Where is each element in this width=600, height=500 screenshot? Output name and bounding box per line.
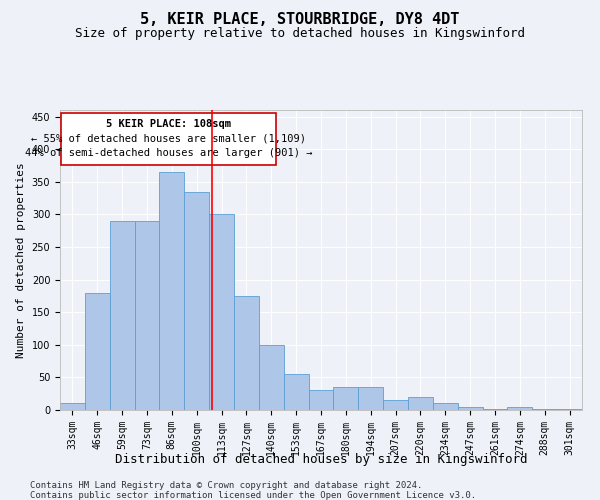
Bar — [284, 374, 308, 410]
Bar — [508, 406, 532, 410]
Bar — [383, 400, 408, 410]
Bar — [308, 390, 334, 410]
Bar — [85, 292, 110, 410]
Y-axis label: Number of detached properties: Number of detached properties — [16, 162, 26, 358]
Bar — [557, 408, 582, 410]
Text: 44% of semi-detached houses are larger (901) →: 44% of semi-detached houses are larger (… — [25, 148, 313, 158]
Text: 5, KEIR PLACE, STOURBRIDGE, DY8 4DT: 5, KEIR PLACE, STOURBRIDGE, DY8 4DT — [140, 12, 460, 28]
Bar — [184, 192, 209, 410]
Text: Size of property relative to detached houses in Kingswinford: Size of property relative to detached ho… — [75, 28, 525, 40]
Bar — [358, 387, 383, 410]
Bar — [532, 408, 557, 410]
Bar — [259, 345, 284, 410]
Text: Distribution of detached houses by size in Kingswinford: Distribution of detached houses by size … — [115, 452, 527, 466]
Bar — [408, 397, 433, 410]
Bar — [482, 408, 508, 410]
Bar — [60, 404, 85, 410]
Bar — [433, 404, 458, 410]
Bar — [160, 172, 184, 410]
Bar — [334, 387, 358, 410]
Text: 5 KEIR PLACE: 108sqm: 5 KEIR PLACE: 108sqm — [106, 120, 231, 130]
Bar — [134, 221, 160, 410]
Bar — [209, 214, 234, 410]
FancyBboxPatch shape — [61, 114, 276, 166]
Bar — [458, 406, 482, 410]
Text: ← 55% of detached houses are smaller (1,109): ← 55% of detached houses are smaller (1,… — [31, 134, 306, 143]
Bar — [234, 296, 259, 410]
Bar — [110, 221, 134, 410]
Text: Contains public sector information licensed under the Open Government Licence v3: Contains public sector information licen… — [30, 491, 476, 500]
Text: Contains HM Land Registry data © Crown copyright and database right 2024.: Contains HM Land Registry data © Crown c… — [30, 481, 422, 490]
